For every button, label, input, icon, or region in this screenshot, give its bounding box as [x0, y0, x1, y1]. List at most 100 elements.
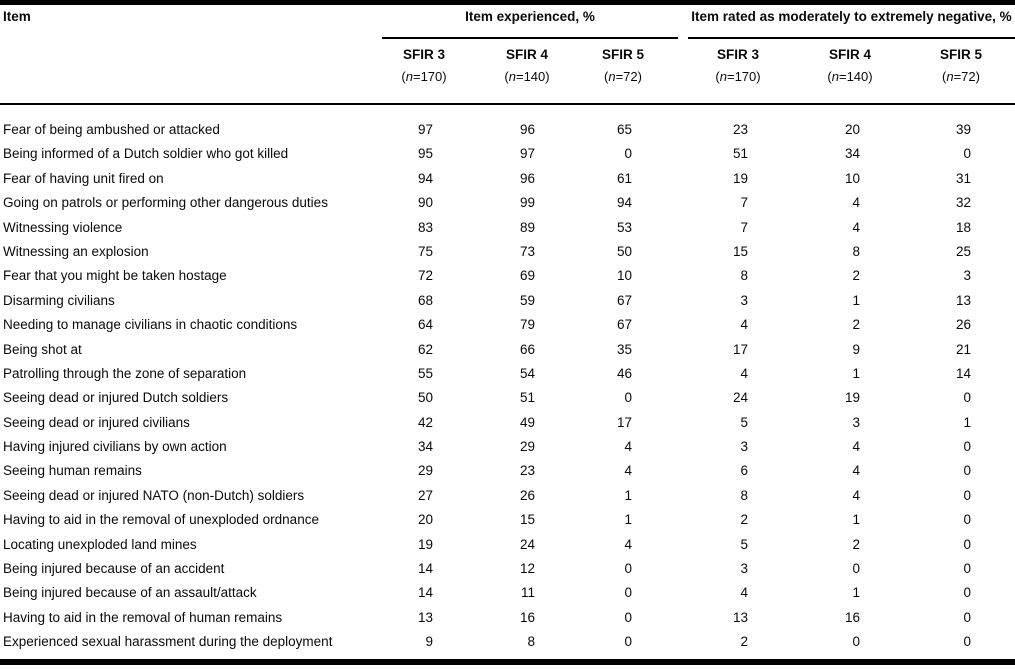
value-neg-sfir5: 0 — [963, 512, 971, 528]
value-exp-sfir5: 50 — [616, 243, 632, 259]
row-spacer — [971, 581, 1015, 605]
value-neg-sfir4: 4 — [852, 219, 860, 235]
table-row: Seeing human remains 29 23 4 6 4 0 — [0, 459, 1015, 483]
value-exp-sfir3: 13 — [417, 609, 433, 625]
table-row: Disarming civilians 68 59 67 3 1 13 — [0, 289, 1015, 313]
value-exp-sfir4: 8 — [527, 634, 535, 650]
n-count-exp-sfir4: (n=140) — [504, 69, 550, 84]
item-label: Being injured because of an accident — [3, 561, 225, 577]
item-label: Witnessing violence — [3, 219, 123, 235]
item-label: Seeing dead or injured Dutch soldiers — [3, 390, 229, 406]
value-exp-sfir4: 96 — [519, 122, 535, 137]
value-neg-sfir3: 19 — [732, 170, 748, 186]
value-exp-sfir4: 99 — [519, 195, 535, 211]
table-row: Experienced sexual harassment during the… — [0, 630, 1015, 654]
row-spacer — [971, 167, 1015, 191]
value-neg-sfir3: 8 — [740, 268, 748, 284]
value-neg-sfir4: 34 — [844, 146, 860, 162]
value-exp-sfir5: 0 — [624, 585, 632, 601]
table-row: Locating unexploded land mines 19 24 4 5… — [0, 533, 1015, 557]
value-exp-sfir5: 46 — [616, 365, 632, 381]
item-label: Seeing dead or injured civilians — [3, 414, 190, 430]
row-spacer — [971, 338, 1015, 362]
value-neg-sfir5: 18 — [955, 219, 971, 235]
value-neg-sfir3: 3 — [740, 292, 748, 308]
item-label: Fear of having unit fired on — [3, 170, 164, 186]
value-exp-sfir3: 14 — [417, 585, 433, 601]
value-exp-sfir4: 16 — [519, 609, 535, 625]
item-label: Having injured civilians by own action — [3, 439, 227, 455]
item-label: Fear that you might be taken hostage — [3, 268, 227, 284]
col-header-exp-sfir4: SFIR 4 — [505, 47, 548, 62]
n-count-exp-sfir3: (n=170) — [401, 69, 447, 84]
item-label: Needing to manage civilians in chaotic c… — [3, 317, 298, 333]
row-spacer — [971, 630, 1015, 654]
value-neg-sfir3: 24 — [732, 390, 748, 406]
row-spacer — [971, 386, 1015, 410]
row-spacer — [971, 142, 1015, 166]
item-label: Patrolling through the zone of separatio… — [3, 365, 247, 381]
n-count-exp-sfir5: (n=72) — [604, 69, 642, 84]
value-exp-sfir4: 96 — [519, 170, 535, 186]
value-exp-sfir4: 69 — [519, 268, 535, 284]
value-exp-sfir3: 29 — [417, 463, 433, 479]
value-exp-sfir5: 0 — [624, 561, 632, 577]
col-header-exp-sfir5: SFIR 5 — [601, 47, 644, 62]
value-neg-sfir3: 23 — [732, 122, 748, 137]
table-row: Fear of having unit fired on 94 96 61 19… — [0, 167, 1015, 191]
value-neg-sfir3: 51 — [732, 146, 748, 162]
value-exp-sfir4: 97 — [519, 146, 535, 162]
value-neg-sfir5: 26 — [955, 317, 971, 333]
value-neg-sfir4: 4 — [852, 195, 860, 211]
value-neg-sfir4: 1 — [852, 585, 860, 601]
value-neg-sfir3: 8 — [740, 487, 748, 503]
table-row: Needing to manage civilians in chaotic c… — [0, 313, 1015, 337]
item-label: Seeing human remains — [3, 463, 142, 479]
n-count-neg-sfir3: (n=170) — [715, 69, 761, 84]
value-exp-sfir3: 75 — [417, 243, 433, 259]
value-neg-sfir3: 3 — [740, 561, 748, 577]
table-row: Having to aid in the removal of human re… — [0, 606, 1015, 630]
table-row: Being injured because of an assault/atta… — [0, 581, 1015, 605]
item-label: Having to aid in the removal of human re… — [3, 609, 283, 625]
value-exp-sfir5: 0 — [624, 146, 632, 162]
table-row: Seeing dead or injured NATO (non-Dutch) … — [0, 484, 1015, 508]
item-label: Disarming civilians — [3, 292, 115, 308]
table-row: Having injured civilians by own action 3… — [0, 435, 1015, 459]
row-spacer — [971, 191, 1015, 215]
value-neg-sfir5: 0 — [963, 463, 971, 479]
value-exp-sfir3: 55 — [417, 365, 433, 381]
value-neg-sfir4: 0 — [852, 634, 860, 650]
item-label: Being shot at — [3, 341, 82, 357]
header-underline — [0, 103, 1015, 105]
value-exp-sfir5: 0 — [624, 634, 632, 650]
value-neg-sfir4: 2 — [852, 536, 860, 552]
item-label: Witnessing an explosion — [3, 243, 149, 259]
table-row: Being injured because of an accident 14 … — [0, 557, 1015, 581]
value-exp-sfir4: 24 — [519, 536, 535, 552]
row-spacer — [971, 362, 1015, 386]
value-neg-sfir5: 0 — [963, 390, 971, 406]
value-neg-sfir3: 13 — [732, 609, 748, 625]
value-neg-sfir4: 9 — [852, 341, 860, 357]
value-exp-sfir5: 10 — [616, 268, 632, 284]
value-exp-sfir4: 12 — [519, 561, 535, 577]
value-neg-sfir4: 2 — [852, 268, 860, 284]
table-row: Being shot at 62 66 35 17 9 21 — [0, 338, 1015, 362]
group1-underline — [382, 37, 678, 39]
value-neg-sfir3: 3 — [740, 439, 748, 455]
value-exp-sfir5: 4 — [624, 439, 632, 455]
value-neg-sfir3: 7 — [740, 195, 748, 211]
value-exp-sfir4: 29 — [519, 439, 535, 455]
value-neg-sfir3: 4 — [740, 317, 748, 333]
value-neg-sfir4: 2 — [852, 317, 860, 333]
value-exp-sfir3: 34 — [417, 439, 433, 455]
row-spacer — [971, 313, 1015, 337]
value-neg-sfir3: 7 — [740, 219, 748, 235]
value-neg-sfir3: 5 — [740, 536, 748, 552]
value-neg-sfir4: 4 — [852, 487, 860, 503]
value-neg-sfir4: 19 — [844, 390, 860, 406]
value-exp-sfir5: 61 — [616, 170, 632, 186]
value-neg-sfir5: 0 — [963, 439, 971, 455]
